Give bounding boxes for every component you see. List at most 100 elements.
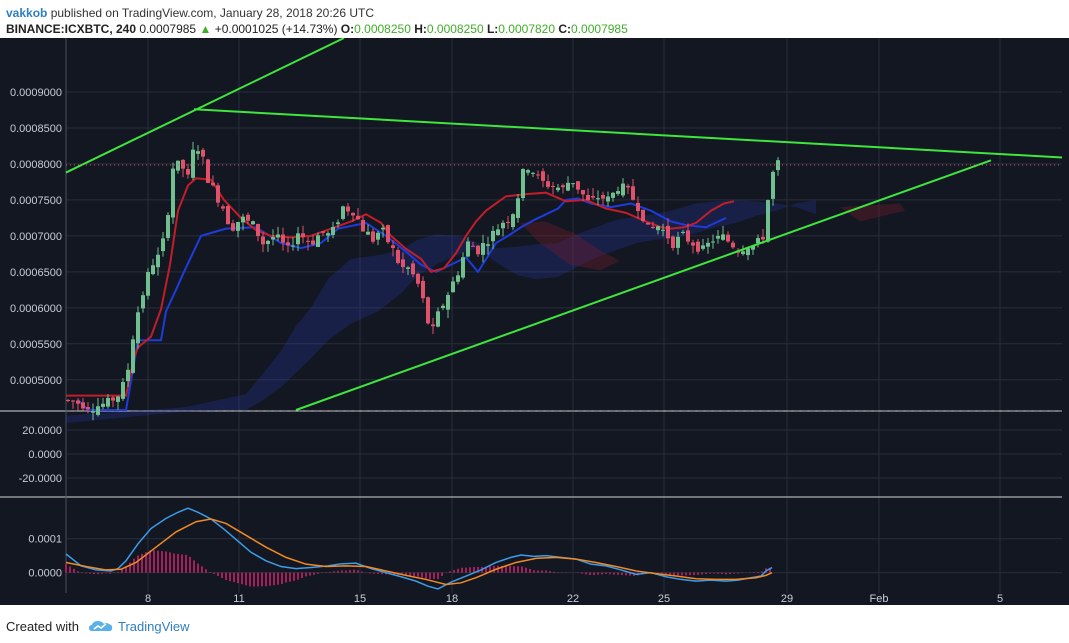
candle-body [536,174,540,176]
candle-body [366,231,370,235]
candle-body [416,273,420,284]
chart-header: vakkob published on TradingView.com, Jan… [0,0,1069,38]
candle-body [326,233,330,236]
candle-body [231,223,235,231]
candle-body [561,185,565,188]
candle-body [296,233,300,245]
candle-body [686,230,690,242]
chart-canvas[interactable]: 0.0009000 0.0008500 0.0008000 0.0007500 0.00… [0,37,1069,605]
candle-body [476,245,480,255]
candle-body [586,194,590,201]
candle-body [201,149,205,157]
candle-body [271,237,275,240]
trendline [65,37,345,174]
candle-body [511,214,515,228]
candle-body [711,241,715,243]
kijun-line [66,177,735,397]
candle-body [441,305,445,309]
candle-body [526,170,530,173]
candle-body [246,214,250,221]
candle-body [336,222,340,225]
candle-body [381,227,385,230]
candle-body [601,194,605,199]
candle-body [391,245,395,249]
candle-body [656,226,660,231]
candle-body [571,183,575,185]
candle-body [301,233,305,237]
y-tick-label: 0.0005500 [10,339,62,351]
candle-body [386,225,390,243]
candle-body [401,259,405,268]
candle-body [316,235,320,247]
tradingview-brand[interactable]: TradingView [118,619,190,634]
ohlc-line: BINANCE:ICXBTC, 240 0.0007985 ▲ +0.00010… [6,22,628,36]
candle-body [646,222,650,225]
candle-body [486,244,490,246]
candle-body [421,280,425,299]
ichimoku-cloud [66,199,816,423]
candle-body [651,226,655,229]
publish-line: vakkob published on TradingView.com, Jan… [6,6,374,20]
price-change: +0.0001025 (+14.73%) [214,22,338,36]
candle-body [356,215,360,220]
candle-body [716,235,720,239]
chart-svg[interactable]: 0.0009000 0.0008500 0.0008000 0.0007500 0.00… [0,37,1069,605]
ichimoku-cloud-bearish [520,221,620,271]
created-with-text: Created with [6,619,79,634]
open-value: 0.0008250 [354,22,411,36]
candle-body [81,402,85,409]
candle-body [546,181,550,187]
candle-body [311,240,315,245]
symbol-label[interactable]: BINANCE:ICXBTC, 240 [6,22,137,36]
candle-body [291,245,295,247]
candle-body [286,242,290,246]
candle-body [136,312,140,344]
author-link[interactable]: vakkob [6,6,48,20]
candle-body [96,406,100,415]
tradingview-logo-icon [89,621,113,631]
candle-body [706,242,710,247]
candle-body [541,171,545,181]
candle-body [551,185,555,187]
rsi-tick-label: 0.0000 [28,449,62,461]
candle-body [771,171,775,199]
candle-body [86,407,90,410]
candle-body [626,185,630,188]
candle-body [431,324,435,327]
trendline [193,108,1063,159]
y-tick-label: 0.0005000 [10,375,62,387]
candle-body [341,206,345,219]
ichimoku-cloud-bearish [840,203,905,222]
candle-body [436,311,440,327]
candle-body [461,257,465,278]
candles [66,141,780,421]
candle-body [226,206,230,225]
candle-body [186,169,190,175]
low-label: L: [486,22,499,36]
candle-body [456,275,460,282]
x-tick-label: 8 [145,593,151,605]
candle-body [606,196,610,202]
candle-body [411,263,415,275]
candle-body [121,382,125,399]
x-tick-label: 5 [997,593,1003,605]
candle-body [636,202,640,212]
candle-body [196,151,200,154]
candle-body [531,172,535,174]
candle-body [676,236,680,248]
candle-body [91,411,95,413]
candle-body [256,223,260,237]
high-label: H: [414,22,427,36]
y-tick-label: 0.0007500 [10,195,62,207]
candle-body [466,241,470,257]
candle-body [591,196,595,198]
open-label: O: [340,22,355,36]
candle-body [221,206,225,209]
candle-body [616,191,620,194]
candle-body [106,397,110,407]
rsi-tick-label: -20.0000 [19,473,62,485]
candle-body [496,229,500,236]
x-tick-label: 15 [354,593,366,605]
candle-body [66,400,70,402]
candle-body [506,221,510,223]
